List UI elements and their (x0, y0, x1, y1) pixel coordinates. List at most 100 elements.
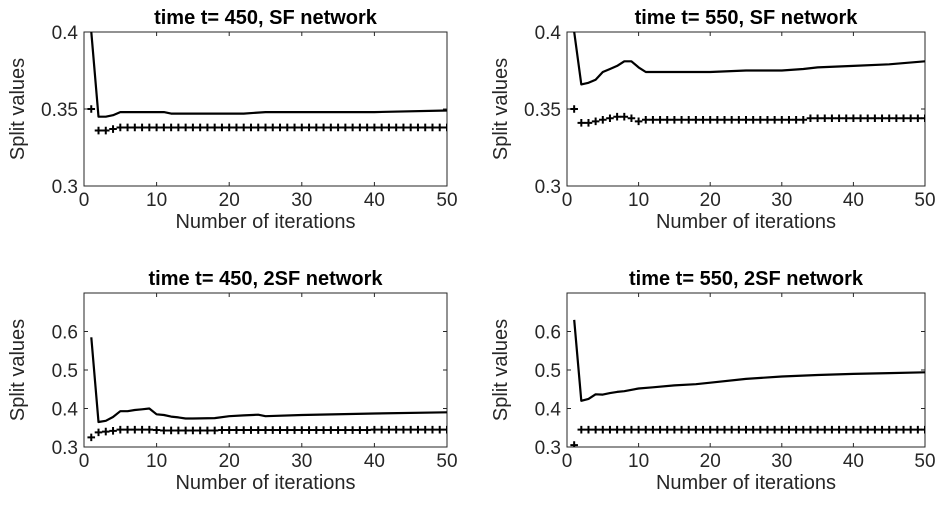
plus-marker (305, 123, 313, 132)
plus-marker (699, 115, 707, 124)
plus-marker (319, 426, 328, 434)
plus-marker (591, 117, 600, 126)
axes-frame (83, 292, 448, 448)
plus-marker (377, 425, 386, 434)
plus-marker (356, 123, 364, 132)
plus-marker (663, 115, 672, 124)
plus-marker (298, 123, 306, 132)
plus-marker (210, 426, 219, 435)
plus-marker (863, 114, 872, 123)
plus-marker (613, 425, 621, 434)
plus-marker (641, 425, 650, 434)
plus-marker (878, 425, 886, 434)
plus-marker (160, 426, 168, 435)
plus-marker (160, 123, 168, 132)
x-tick-label: 20 (700, 451, 721, 472)
plus-marker (577, 425, 586, 434)
y-axis-label: Split values (490, 58, 512, 160)
x-tick-label: 10 (628, 451, 649, 472)
plus-marker (627, 114, 636, 123)
plus-marker (421, 123, 430, 132)
plus-marker (203, 123, 212, 132)
plus-marker (706, 115, 714, 124)
series-line (90, 337, 447, 424)
plus-marker (443, 425, 447, 434)
plus-marker (435, 425, 444, 434)
plus-marker (828, 425, 836, 434)
plot-area (87, 337, 447, 442)
x-tick-label: 40 (364, 190, 385, 211)
x-tick-label: 30 (771, 190, 792, 211)
plus-marker (584, 119, 593, 127)
plus-marker (634, 425, 643, 434)
plus-marker (123, 425, 132, 434)
plus-marker (799, 115, 808, 124)
x-tick-label: 30 (771, 451, 792, 472)
series-line (573, 319, 925, 402)
plus-marker (763, 425, 772, 434)
x-axis-label: Number of iterations (656, 211, 836, 233)
plus-marker (921, 425, 925, 434)
plus-marker (756, 115, 765, 124)
y-tick-label: 0.6 (535, 323, 561, 344)
y-tick-label: 0.3 (52, 177, 78, 198)
plus-marker (692, 115, 700, 124)
plus-marker (599, 115, 607, 124)
plus-marker (699, 425, 707, 434)
x-tick-label: 20 (700, 190, 721, 211)
plus-marker (363, 123, 371, 132)
plus-marker (174, 123, 183, 132)
plus-marker (670, 425, 679, 434)
x-tick-label: 0 (562, 190, 573, 211)
plus-marker (871, 114, 879, 123)
plus-marker (577, 119, 586, 127)
plus-marker (145, 123, 154, 132)
plot-area (87, 32, 447, 135)
plus-marker (763, 115, 772, 124)
plus-marker (189, 123, 197, 132)
plot-area (570, 32, 925, 127)
plus-marker (842, 114, 851, 123)
plus-marker (806, 425, 815, 434)
x-tick-label: 0 (562, 451, 573, 472)
x-tick-label: 30 (291, 451, 312, 472)
y-tick-label: 0.3 (535, 438, 561, 459)
plus-marker (792, 425, 800, 434)
plus-marker (914, 114, 922, 123)
plus-marker (414, 123, 422, 132)
y-tick-label: 0.4 (52, 400, 79, 421)
plus-marker (856, 114, 865, 123)
plus-marker (720, 425, 729, 434)
plus-marker (591, 425, 600, 434)
plus-marker (363, 426, 371, 434)
plus-marker (109, 427, 117, 435)
plus-marker (885, 425, 893, 434)
plus-marker (606, 425, 614, 434)
plus-marker (334, 426, 342, 434)
plus-marker (101, 126, 110, 135)
chart-title: time t= 450, 2SF network (149, 268, 384, 290)
plus-marker (385, 425, 393, 434)
chart-title: time t= 450, SF network (154, 7, 378, 29)
x-axis-label: Number of iterations (656, 472, 836, 494)
x-tick-label: 20 (219, 451, 240, 472)
y-axis-label: Split values (490, 319, 512, 421)
plus-marker (312, 123, 321, 132)
plus-marker (806, 114, 815, 123)
plus-marker (94, 126, 103, 135)
plus-marker (334, 123, 342, 132)
plus-marker (414, 425, 422, 434)
plus-marker (370, 123, 379, 132)
plus-marker (385, 123, 393, 132)
plus-marker (656, 115, 664, 124)
plus-marker (692, 425, 700, 434)
plus-marker (770, 115, 779, 124)
plus-marker (570, 105, 578, 113)
plus-marker (167, 426, 175, 435)
plus-marker (656, 425, 664, 434)
plus-marker (131, 425, 139, 434)
plus-marker (196, 426, 204, 435)
x-tick-label: 10 (146, 190, 167, 211)
plus-marker (727, 425, 736, 434)
plus-marker (670, 115, 679, 124)
